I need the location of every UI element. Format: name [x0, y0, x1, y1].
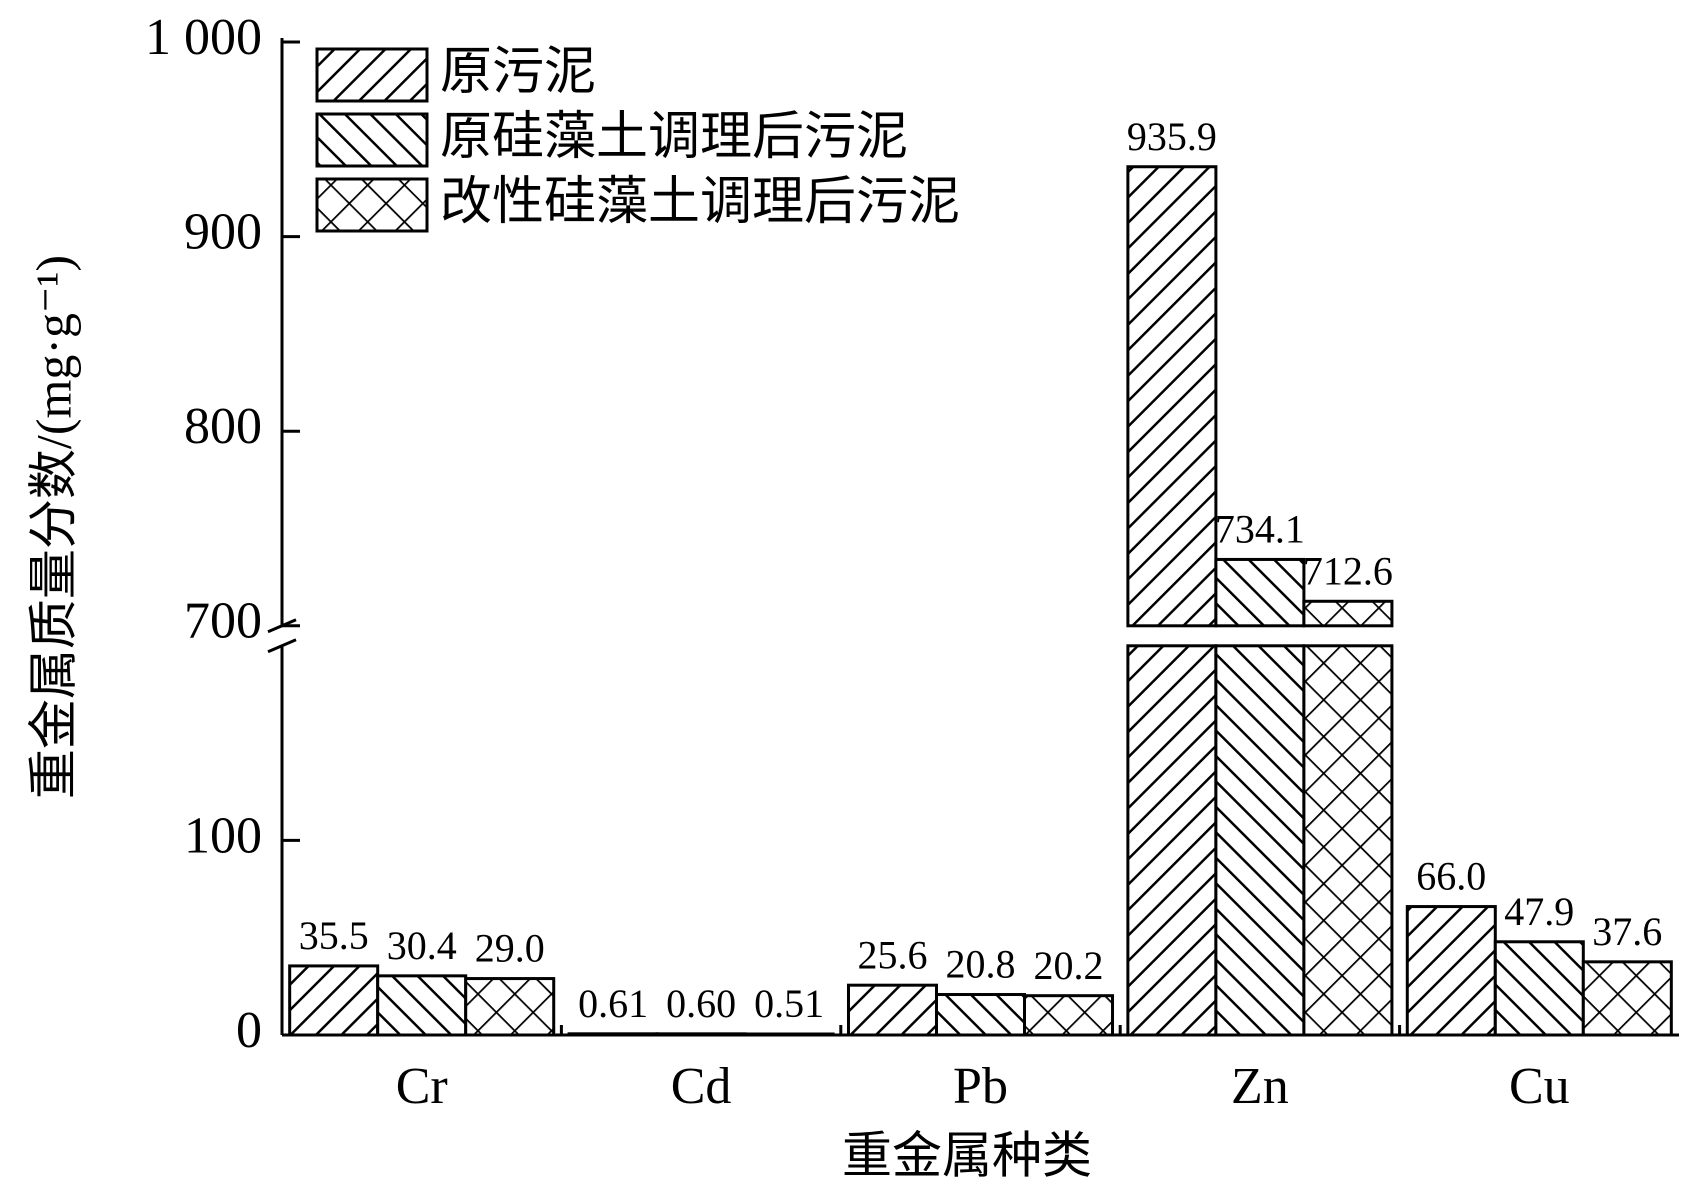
- value-label: 0.60: [666, 981, 736, 1026]
- value-label: 0.61: [578, 981, 648, 1026]
- x-tick-label: Cd: [671, 1058, 732, 1115]
- legend-swatch: [315, 112, 429, 168]
- y-tick-label: 700: [184, 593, 262, 650]
- bar-lower: [1214, 644, 1306, 1037]
- value-label: 66.0: [1416, 854, 1486, 899]
- legend-label: 原硅藻土调理后污泥: [440, 109, 908, 166]
- legend-swatch: [315, 177, 429, 233]
- value-label: 0.51: [754, 981, 824, 1026]
- legend-label: 原污泥: [440, 44, 596, 101]
- value-label: 712.6: [1303, 548, 1393, 593]
- y-tick-label: 900: [184, 204, 262, 261]
- y-tick-label: 800: [184, 398, 262, 455]
- value-label: 29.0: [475, 926, 545, 971]
- value-label: 47.9: [1504, 889, 1574, 934]
- bar: [1023, 994, 1115, 1037]
- x-tick-label: Pb: [953, 1058, 1008, 1115]
- value-label: 20.8: [946, 942, 1016, 987]
- bar: [567, 1032, 659, 1037]
- x-tick-label: Zn: [1231, 1058, 1289, 1115]
- value-label: 37.6: [1592, 909, 1662, 954]
- bar: [655, 1032, 747, 1037]
- bar-lower: [1126, 644, 1218, 1037]
- value-label: 20.2: [1034, 943, 1104, 988]
- bar-upper: [1302, 599, 1394, 628]
- legend-swatch: [315, 47, 429, 103]
- y-tick-label: 100: [184, 807, 262, 864]
- value-label: 935.9: [1127, 114, 1217, 159]
- bar-upper: [1126, 165, 1218, 628]
- y-tick-label: 1 000: [145, 9, 262, 66]
- bar: [1581, 960, 1673, 1037]
- x-tick-label: Cr: [396, 1058, 448, 1115]
- bar: [288, 964, 380, 1037]
- bar: [934, 993, 1027, 1037]
- value-label: 35.5: [299, 913, 369, 958]
- bar-lower: [1302, 644, 1394, 1037]
- legend-label: 改性硅藻土调理后污泥: [440, 174, 960, 231]
- bar: [1405, 905, 1497, 1037]
- x-tick-label: Cu: [1509, 1058, 1570, 1115]
- bar-upper: [1214, 557, 1306, 628]
- y-axis-title: 重金属质量分数/(mg·g⁻¹): [25, 255, 81, 799]
- axis-break: [267, 638, 297, 654]
- y-tick-label: 0: [236, 1002, 262, 1059]
- x-axis-title: 重金属种类: [842, 1127, 1092, 1183]
- bar: [376, 974, 468, 1037]
- value-label: 30.4: [387, 923, 457, 968]
- bar: [846, 983, 938, 1037]
- value-label: 734.1: [1215, 507, 1305, 552]
- bar: [1493, 940, 1585, 1037]
- value-label: 25.6: [857, 932, 927, 977]
- bar: [743, 1032, 835, 1037]
- bar: [464, 977, 556, 1037]
